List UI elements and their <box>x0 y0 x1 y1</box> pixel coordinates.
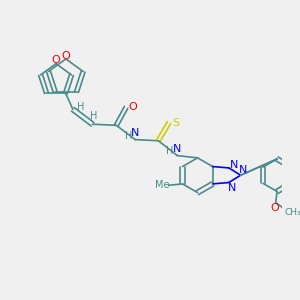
Text: O: O <box>61 51 70 61</box>
Text: O: O <box>270 203 279 213</box>
Text: N: N <box>239 165 247 175</box>
Text: O: O <box>52 55 60 65</box>
Text: N: N <box>227 183 236 193</box>
Text: N: N <box>230 160 239 170</box>
Text: S: S <box>172 118 180 128</box>
Text: O: O <box>129 102 137 112</box>
Text: Me: Me <box>155 180 169 190</box>
Text: H: H <box>77 102 84 112</box>
Text: H: H <box>125 131 132 141</box>
Text: H: H <box>90 111 98 122</box>
Text: H: H <box>166 146 173 156</box>
Text: N: N <box>172 144 181 154</box>
Text: CH₃: CH₃ <box>285 208 300 217</box>
Text: N: N <box>130 128 139 139</box>
